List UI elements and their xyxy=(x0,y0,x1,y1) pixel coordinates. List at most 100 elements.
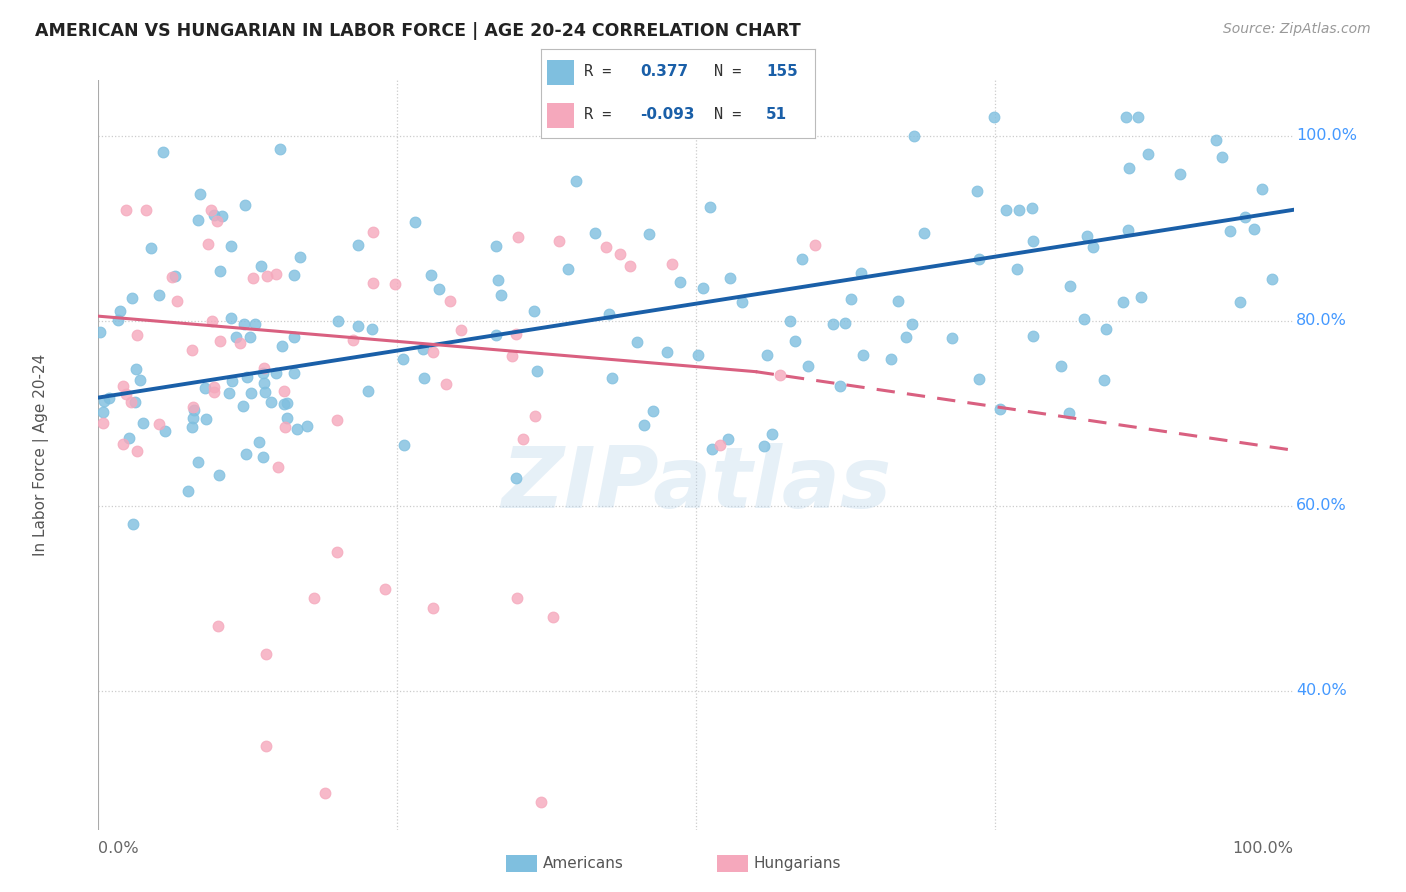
Point xyxy=(434,377,457,392)
Point xyxy=(994,202,1017,217)
Point xyxy=(839,292,862,306)
Text: 155: 155 xyxy=(766,64,797,79)
Point xyxy=(988,401,1011,416)
Point xyxy=(166,293,188,308)
Point xyxy=(485,238,508,252)
Point xyxy=(195,411,218,425)
Point xyxy=(565,174,588,188)
Point xyxy=(207,619,229,633)
Point xyxy=(828,378,851,392)
Text: 60.0%: 60.0% xyxy=(1296,499,1347,513)
Text: 40.0%: 40.0% xyxy=(1296,683,1347,698)
Point xyxy=(194,381,217,395)
Point xyxy=(183,411,205,425)
Text: R =: R = xyxy=(583,107,612,122)
Point xyxy=(1118,161,1140,176)
Point xyxy=(849,266,872,280)
Text: ZIPatlas: ZIPatlas xyxy=(501,443,891,526)
Point xyxy=(699,200,721,214)
Point xyxy=(506,229,529,244)
Point xyxy=(790,252,813,267)
Point xyxy=(98,391,121,405)
Point xyxy=(717,433,740,447)
Point xyxy=(276,410,298,425)
Point xyxy=(404,215,426,229)
Point xyxy=(638,227,661,242)
Point xyxy=(254,647,277,661)
Point xyxy=(315,786,337,800)
Point xyxy=(419,268,441,283)
Point xyxy=(208,264,231,278)
Point xyxy=(1057,406,1080,420)
Point xyxy=(91,417,114,431)
Point xyxy=(731,294,754,309)
Point xyxy=(609,247,631,261)
Point xyxy=(219,239,242,253)
Point xyxy=(1081,240,1104,254)
Point xyxy=(115,202,138,217)
Point xyxy=(295,419,318,434)
Point xyxy=(260,394,283,409)
Point xyxy=(239,386,262,401)
Point xyxy=(692,281,714,295)
Point xyxy=(112,379,135,393)
Point xyxy=(302,591,325,606)
Point xyxy=(202,380,225,394)
Point xyxy=(1229,295,1251,310)
Point xyxy=(89,325,111,339)
Point xyxy=(114,386,136,401)
Text: N =: N = xyxy=(714,107,741,122)
Point xyxy=(252,366,274,380)
Point xyxy=(346,318,368,333)
Point xyxy=(427,282,450,296)
Text: 100.0%: 100.0% xyxy=(1233,840,1294,855)
Point xyxy=(211,209,233,223)
Point xyxy=(505,326,527,341)
Point xyxy=(641,404,664,418)
Point xyxy=(267,459,290,474)
Text: N =: N = xyxy=(714,64,741,79)
Point xyxy=(273,384,295,398)
Point xyxy=(165,269,187,284)
Point xyxy=(187,455,209,469)
Point xyxy=(439,294,461,309)
Point xyxy=(271,339,294,353)
Point xyxy=(180,343,202,358)
Text: Source: ZipAtlas.com: Source: ZipAtlas.com xyxy=(1223,22,1371,37)
Point xyxy=(233,317,256,331)
Point xyxy=(283,366,305,380)
Point xyxy=(506,591,529,606)
Point xyxy=(253,376,276,391)
Text: Hungarians: Hungarians xyxy=(754,856,841,871)
Point xyxy=(1005,261,1028,276)
Point xyxy=(523,303,546,318)
Point xyxy=(357,384,380,399)
Point xyxy=(821,317,844,331)
Point xyxy=(669,275,692,289)
Point xyxy=(595,240,617,254)
Point xyxy=(557,261,579,276)
Bar xyxy=(547,60,574,85)
Point xyxy=(501,349,523,363)
Point xyxy=(422,600,444,615)
Point xyxy=(983,110,1005,124)
Point xyxy=(326,545,349,559)
Point xyxy=(153,424,176,438)
Point xyxy=(209,334,232,349)
Point xyxy=(709,438,731,452)
Point xyxy=(187,213,209,227)
Point xyxy=(1137,147,1160,161)
Point xyxy=(752,439,775,453)
Point xyxy=(269,142,291,156)
Point xyxy=(342,333,364,347)
Point xyxy=(242,271,264,285)
Point xyxy=(135,202,157,217)
Point xyxy=(1095,321,1118,335)
Point xyxy=(1261,272,1284,286)
Point xyxy=(285,422,308,436)
Point xyxy=(768,368,790,382)
Point xyxy=(200,202,222,217)
Point xyxy=(247,434,270,449)
Point xyxy=(225,330,247,344)
Point xyxy=(125,362,148,376)
